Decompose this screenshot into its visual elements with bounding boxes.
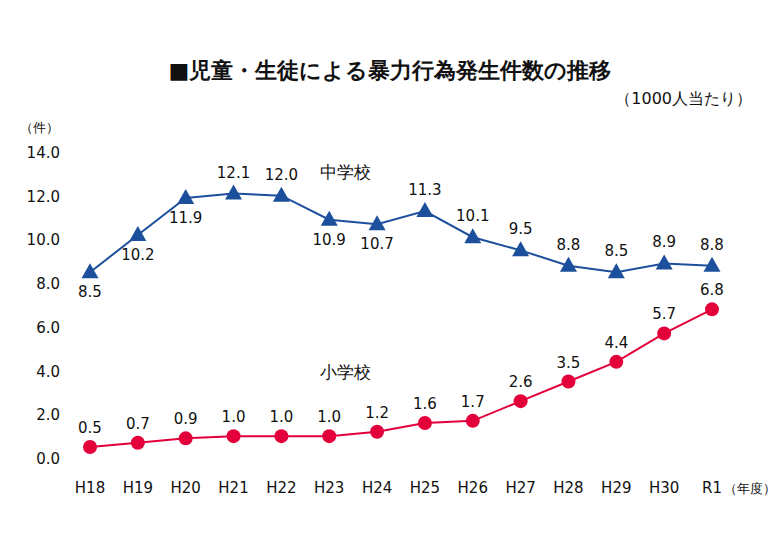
x-tick-label: H26 bbox=[458, 479, 488, 497]
marker bbox=[179, 431, 193, 445]
data-label: 10.2 bbox=[121, 246, 154, 264]
y-tick-label: 0.0 bbox=[36, 450, 60, 468]
y-tick-label: 2.0 bbox=[36, 406, 60, 424]
marker bbox=[514, 394, 528, 408]
plot-area bbox=[82, 185, 721, 455]
y-tick-label: 12.0 bbox=[27, 188, 60, 206]
series-line bbox=[90, 194, 712, 273]
data-label: 6.8 bbox=[700, 281, 724, 299]
series-name: 小学校 bbox=[320, 362, 371, 382]
marker bbox=[512, 241, 529, 256]
data-label: 4.4 bbox=[604, 334, 628, 352]
x-tick-label: H21 bbox=[218, 479, 248, 497]
data-label: 12.1 bbox=[217, 164, 250, 182]
data-label: 12.0 bbox=[265, 166, 298, 184]
marker bbox=[322, 429, 336, 443]
x-tick-label: H23 bbox=[314, 479, 344, 497]
data-label: 0.5 bbox=[78, 419, 102, 437]
x-tick-label: H30 bbox=[649, 479, 679, 497]
marker bbox=[657, 326, 671, 340]
data-label: 10.1 bbox=[456, 207, 489, 225]
marker bbox=[418, 416, 432, 430]
x-axis-label: （年度） bbox=[724, 481, 776, 496]
marker bbox=[131, 436, 145, 450]
data-label: 3.5 bbox=[557, 354, 581, 372]
data-label: 2.6 bbox=[509, 373, 533, 391]
data-label: 11.9 bbox=[169, 209, 202, 227]
marker bbox=[369, 215, 386, 230]
marker bbox=[273, 187, 290, 202]
marker bbox=[83, 440, 97, 454]
x-tick-label: R1 bbox=[702, 479, 722, 497]
title: ■児童・生徒による暴力行為発生件数の推移 bbox=[169, 58, 612, 83]
x-tick-label: H24 bbox=[362, 479, 392, 497]
x-tick-label: H20 bbox=[171, 479, 201, 497]
data-label: 0.9 bbox=[174, 410, 198, 428]
marker bbox=[177, 189, 194, 204]
chart: ■児童・生徒による暴力行為発生件数の推移（1000人当たり） （件） （年度） 0.0… bbox=[0, 0, 780, 540]
marker bbox=[560, 257, 577, 272]
data-label: 0.7 bbox=[126, 415, 150, 433]
data-label: 10.7 bbox=[360, 235, 393, 253]
marker bbox=[705, 302, 719, 316]
marker bbox=[82, 263, 99, 278]
y-tick-label: 14.0 bbox=[27, 144, 60, 162]
y-tick-label: 6.0 bbox=[36, 319, 60, 337]
x-tick-label: H28 bbox=[553, 479, 583, 497]
data-label: 10.9 bbox=[313, 231, 346, 249]
marker bbox=[416, 202, 433, 217]
x-tick-label: H25 bbox=[410, 479, 440, 497]
marker bbox=[370, 425, 384, 439]
x-tick-label: H22 bbox=[266, 479, 296, 497]
x-tick-label: H18 bbox=[75, 479, 105, 497]
data-label: 8.5 bbox=[78, 283, 102, 301]
data-label: 8.8 bbox=[700, 236, 724, 254]
marker bbox=[225, 185, 242, 200]
marker bbox=[274, 429, 288, 443]
x-tick-label: H27 bbox=[505, 479, 535, 497]
data-label: 1.0 bbox=[317, 408, 341, 426]
data-label: 1.0 bbox=[269, 408, 293, 426]
marker bbox=[227, 429, 241, 443]
data-label: 1.2 bbox=[365, 404, 389, 422]
data-label: 1.7 bbox=[461, 393, 485, 411]
data-label: 11.3 bbox=[408, 181, 441, 199]
marker bbox=[321, 211, 338, 226]
data-label: 5.7 bbox=[652, 305, 676, 323]
series-line bbox=[90, 309, 712, 447]
series-name: 中学校 bbox=[320, 162, 371, 182]
x-tick-label: H19 bbox=[123, 479, 153, 497]
marker bbox=[608, 263, 625, 278]
x-tick-label: H29 bbox=[601, 479, 631, 497]
marker bbox=[129, 226, 146, 241]
data-label: 8.5 bbox=[604, 242, 628, 260]
data-label: 1.0 bbox=[222, 408, 246, 426]
marker bbox=[464, 228, 481, 243]
y-tick-label: 8.0 bbox=[36, 275, 60, 293]
marker bbox=[656, 254, 673, 269]
marker bbox=[466, 414, 480, 428]
y-tick-label: 4.0 bbox=[36, 363, 60, 381]
marker bbox=[704, 257, 721, 272]
marker bbox=[561, 375, 575, 389]
marker bbox=[609, 355, 623, 369]
data-label: 8.9 bbox=[652, 233, 676, 251]
data-label: 9.5 bbox=[509, 220, 533, 238]
y-tick-label: 10.0 bbox=[27, 231, 60, 249]
data-label: 8.8 bbox=[557, 236, 581, 254]
subtitle: （1000人当たり） bbox=[615, 89, 752, 108]
y-axis-label: （件） bbox=[20, 120, 59, 135]
data-label: 1.6 bbox=[413, 395, 437, 413]
